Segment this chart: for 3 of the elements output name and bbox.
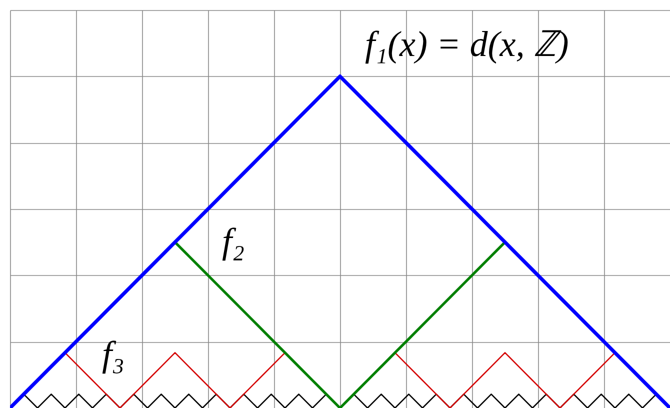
text: f₁(x) = d(x, ℤ) [365, 24, 569, 64]
annotation: f₂ [222, 221, 245, 261]
annotation: f₃ [102, 334, 125, 374]
